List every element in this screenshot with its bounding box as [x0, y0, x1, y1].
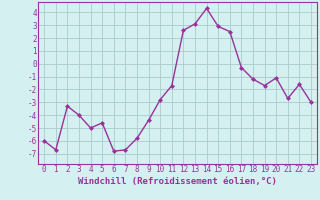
X-axis label: Windchill (Refroidissement éolien,°C): Windchill (Refroidissement éolien,°C)	[78, 177, 277, 186]
